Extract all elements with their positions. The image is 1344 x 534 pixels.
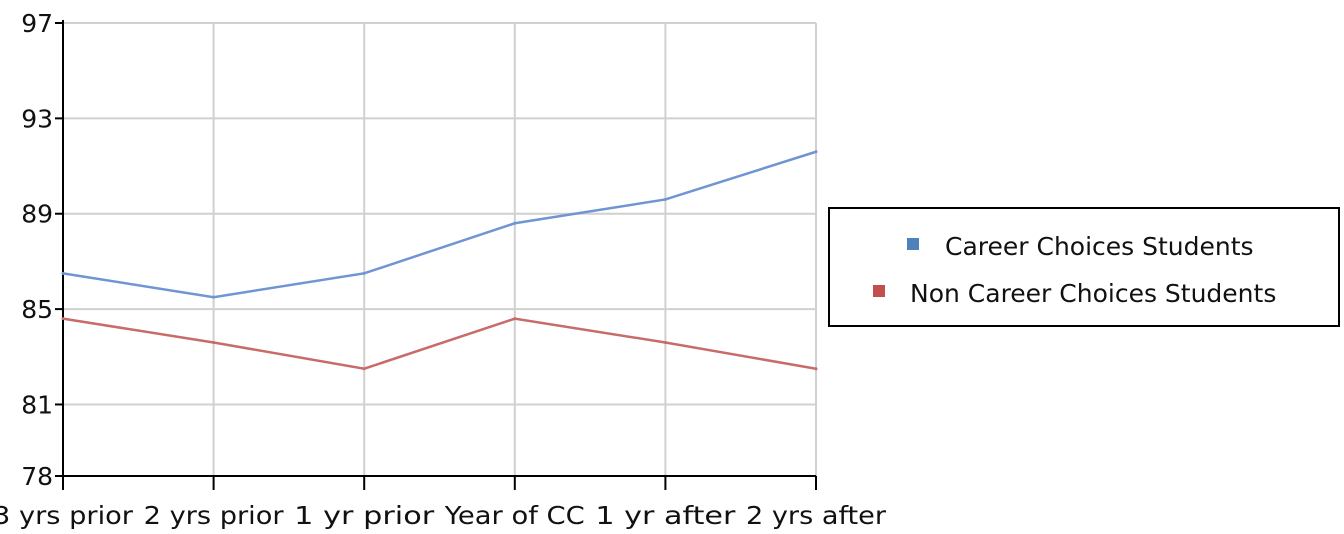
series-line-1 [62, 317, 817, 370]
legend-label-non-career: Non Career Choices Students [910, 279, 1276, 308]
series-lines [61, 150, 818, 371]
x-tick-label: 1 yr after [595, 501, 736, 530]
y-tick-label: 85 [21, 295, 53, 324]
legend-box [828, 207, 1340, 327]
x-tick-label: 1 yr prior [294, 501, 435, 530]
x-tick-label: 2 yrs after [746, 501, 887, 530]
legend-label-career: Career Choices Students [945, 232, 1254, 261]
data-point [212, 295, 216, 299]
x-tick-label: 2 yrs prior [144, 501, 285, 530]
grid-lines [63, 22, 817, 476]
y-tick-label: 97 [21, 9, 53, 38]
data-point [663, 197, 667, 201]
legend: Career Choices Students Non Career Choic… [828, 207, 1340, 327]
data-point [212, 340, 216, 344]
y-tick-label: 78 [21, 462, 53, 491]
data-point [663, 340, 667, 344]
x-tick-label: 3 yrs prior [0, 501, 134, 530]
data-point [513, 317, 517, 321]
data-point [814, 367, 818, 371]
data-point [362, 271, 366, 275]
series-line-0 [62, 150, 817, 299]
data-point [362, 367, 366, 371]
data-point [61, 271, 65, 275]
legend-swatch-career [907, 238, 919, 250]
legend-swatch-non-career [873, 285, 885, 297]
y-tick-label: 89 [21, 200, 53, 229]
axes: 78 81 85 89 93 97 3 yrs prior 2 yrs prior 1 yr p… [0, 9, 887, 530]
data-point [814, 150, 818, 154]
y-tick-label: 93 [21, 104, 53, 133]
data-point [513, 221, 517, 225]
data-point [61, 317, 65, 321]
y-tick-label: 81 [21, 390, 53, 419]
x-tick-label: Year of CC [444, 501, 585, 530]
